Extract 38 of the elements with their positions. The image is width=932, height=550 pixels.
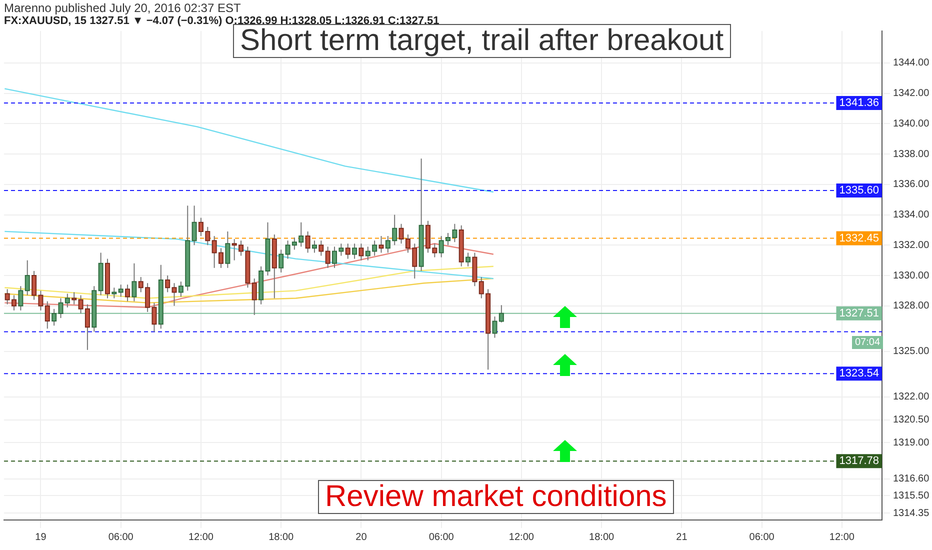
y-tick-label: 1330.00 [893, 270, 930, 282]
y-tick-label: 1314.35 [893, 508, 930, 519]
y-tick-label: 1344.00 [893, 58, 930, 69]
x-tick-label: 18:00 [589, 532, 615, 543]
x-tick-label: 20 [356, 532, 368, 543]
y-tick-label: 1332.00 [893, 240, 930, 251]
y-tick-label: 1319.00 [893, 437, 930, 448]
y-tick-label: 1328.00 [893, 300, 930, 312]
annotation: Short term target, trail after breakout [233, 24, 731, 58]
y-tick-label: 1316.60 [893, 474, 930, 485]
annotation: Review market conditions [318, 480, 674, 514]
y-tick-label: 1338.00 [893, 148, 930, 160]
x-tick-label: 06:00 [749, 532, 775, 543]
x-tick-label: 12:00 [508, 532, 534, 543]
ref-line-label: 1335.60 [839, 184, 880, 196]
x-tick-label: 19 [35, 532, 47, 543]
x-tick-label: 06:00 [108, 532, 134, 543]
y-tick-label: 1315.50 [893, 490, 930, 502]
ref-line-label: 1341.36 [839, 97, 880, 110]
x-tick-label: 21 [676, 532, 688, 543]
y-tick-label: 1342.00 [893, 88, 930, 100]
chart-title: Marenno published July 20, 2016 02:37 EST [4, 1, 241, 15]
ref-line-label: 1323.54 [839, 368, 880, 380]
y-tick-label: 1320.50 [893, 414, 930, 426]
y-tick-label: 1340.00 [893, 118, 930, 130]
x-tick-label: 12:00 [188, 532, 214, 543]
y-tick-label: 1325.00 [893, 346, 930, 358]
x-tick-label: 12:00 [829, 532, 855, 543]
y-tick-label: 1334.00 [893, 210, 930, 221]
chart-subtitle: FX:XAUUSD, 15 1327.51 ▼ −4.07 (−0.31%) O:1326.99 H:1328.05 L:1326.91 C:1327.51 [4, 15, 440, 27]
annotation: 07:04 [852, 336, 884, 349]
y-tick-label: 1322.00 [893, 392, 930, 403]
x-tick-label: 18:00 [268, 532, 294, 543]
ref-line-label: 1317.78 [839, 455, 880, 468]
ref-line-label: 1327.51 [839, 307, 880, 320]
ref-line-label: 1332.45 [839, 232, 880, 244]
x-tick-label: 06:00 [428, 532, 454, 543]
y-tick-label: 1336.00 [893, 179, 930, 190]
